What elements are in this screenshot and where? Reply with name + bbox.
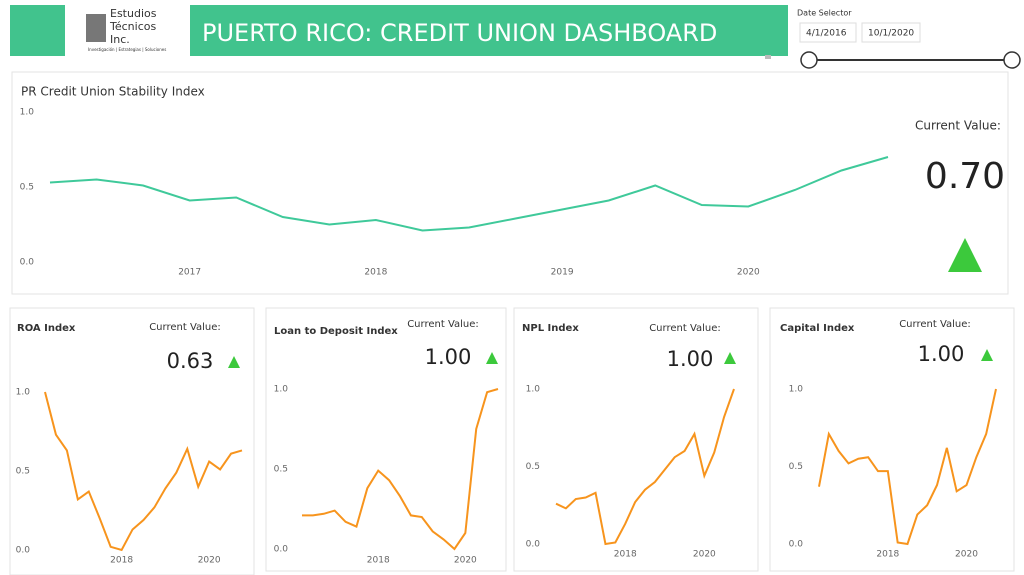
logo-mark [86, 14, 106, 42]
trend-indicator [486, 352, 498, 364]
end-date-box[interactable] [861, 22, 921, 43]
y-tick-label: 0.5 [789, 462, 803, 472]
chart-title: Loan to Deposit Index [274, 326, 398, 337]
x-tick-label: 2020 [198, 556, 221, 566]
y-tick-label: 0.0 [16, 546, 31, 556]
header-title: PUERTO RICO: CREDIT UNION DASHBOARD [202, 19, 717, 47]
current-value-label: Current Value: [149, 322, 221, 333]
x-tick-label: 2018 [876, 550, 899, 560]
logo-tagline: Investigación | Estrategias | Soluciones [88, 47, 166, 52]
chart-title: ROA Index [17, 323, 76, 334]
current-value-label: Current Value: [899, 319, 971, 330]
line-series [44, 391, 243, 552]
y-tick-label: 0.0 [20, 258, 35, 268]
x-tick-label: 2018 [367, 556, 390, 566]
x-tick-label: 2017 [178, 268, 201, 278]
chart-title: PR Credit Union Stability Index [21, 85, 205, 99]
current-value: 1.00 [918, 342, 965, 366]
current-value: 1.00 [425, 345, 472, 369]
x-tick-label: 2019 [551, 268, 574, 278]
logo-box [65, 5, 190, 56]
x-tick-label: 2018 [614, 550, 637, 560]
start-date-box[interactable] [799, 22, 857, 43]
y-tick-label: 1.0 [16, 388, 31, 398]
x-tick-label: 2018 [364, 268, 387, 278]
chart-panel [11, 71, 1009, 295]
end-date: 10/1/2020 [868, 29, 914, 39]
start-date: 4/1/2016 [806, 29, 847, 39]
chart-title: Capital Index [780, 323, 855, 334]
line-series [302, 388, 499, 551]
y-tick-label: 0.5 [526, 462, 540, 472]
current-value-label: Current Value: [407, 319, 479, 330]
current-value: 0.63 [167, 349, 214, 373]
x-tick-label: 2020 [737, 268, 760, 278]
trend-indicator [228, 356, 240, 368]
trend-indicator [724, 352, 736, 364]
y-tick-label: 1.0 [20, 108, 35, 118]
line-series [818, 388, 997, 546]
current-value-label: Current Value: [915, 119, 1001, 133]
y-tick-label: 1.0 [789, 385, 804, 395]
trend-indicator [948, 238, 982, 272]
logo-text: Estudios [110, 7, 157, 20]
y-tick-label: 1.0 [526, 385, 541, 395]
chart-title: NPL Index [522, 323, 579, 334]
chart-panel [513, 307, 759, 572]
logo-text: Inc. [110, 33, 130, 46]
x-tick-label: 2020 [454, 556, 477, 566]
logo-text: Técnicos [109, 20, 156, 33]
line-series [555, 388, 735, 546]
current-value-label: Current Value: [649, 323, 721, 334]
date-selector-label: Date Selector [797, 9, 852, 18]
y-tick-label: 1.0 [274, 385, 289, 395]
y-tick-label: 0.5 [274, 465, 288, 475]
x-tick-label: 2020 [955, 550, 978, 560]
x-tick-label: 2018 [110, 556, 133, 566]
slider-handle[interactable] [1003, 51, 1021, 69]
y-tick-label: 0.5 [20, 183, 34, 193]
y-tick-label: 0.0 [526, 540, 541, 550]
y-tick-label: 0.0 [789, 540, 804, 550]
y-tick-label: 0.0 [274, 545, 289, 555]
trend-indicator [981, 349, 993, 361]
slider-handle[interactable] [800, 51, 818, 69]
resize-handle [765, 55, 771, 59]
chart-panel [9, 307, 255, 575]
line-series [49, 156, 889, 232]
x-tick-label: 2020 [693, 550, 716, 560]
chart-panel [769, 307, 1015, 572]
current-value: 0.70 [925, 156, 1005, 197]
current-value: 1.00 [667, 347, 714, 371]
y-tick-label: 0.5 [16, 467, 30, 477]
